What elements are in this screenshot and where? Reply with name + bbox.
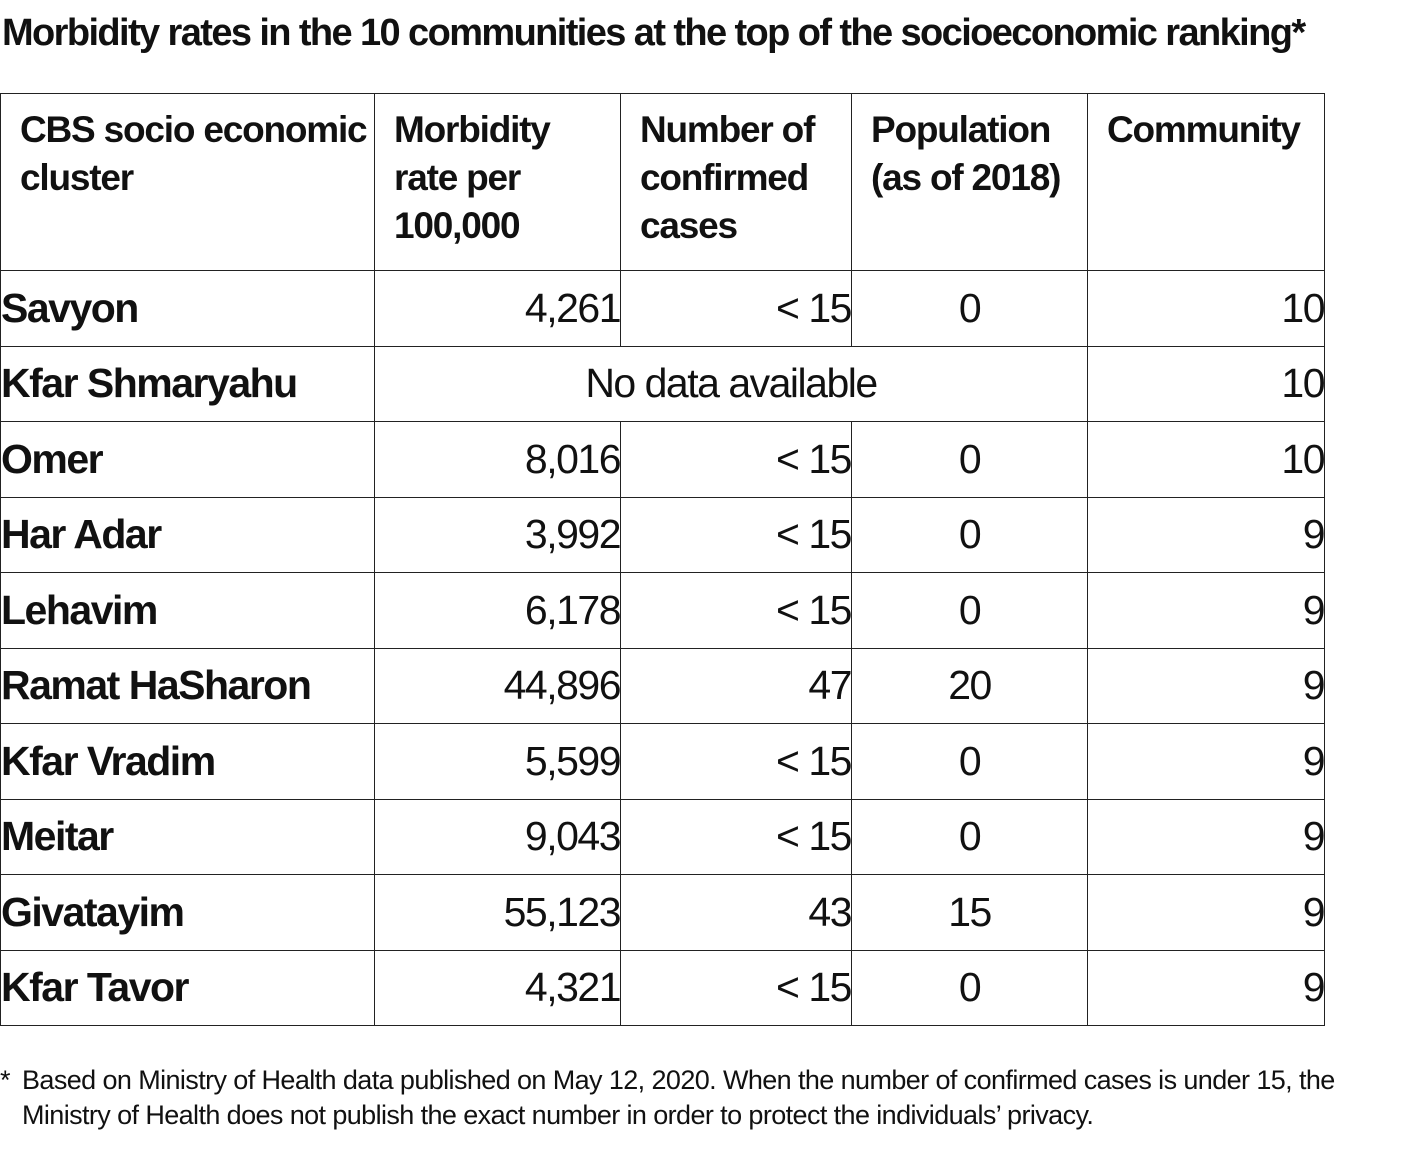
cell-morbidity-rate: 55,123 [374,874,621,951]
cell-community-cluster: 10 [1087,345,1325,422]
cell-morbidity-rate: 4,261 [374,270,621,347]
cell-population: 0 [851,572,1088,649]
cell-community-cluster: 9 [1087,798,1325,875]
cell-community-name: Har Adar [0,496,375,573]
cell-morbidity-rate: 5,599 [374,723,621,800]
column-header-cluster: CBS socio economic cluster [0,93,375,271]
table-row: Kfar Tavor 4,321 < 15 0 9 [0,949,1325,1026]
cell-community-cluster: 10 [1087,270,1325,347]
cell-morbidity-rate: 8,016 [374,421,621,498]
cell-community-cluster: 10 [1087,421,1325,498]
cell-morbidity-rate: 9,043 [374,798,621,875]
table-row: Ramat HaSharon 44,896 47 20 9 [0,647,1325,724]
table-header-row: CBS socio economic cluster Morbidity rat… [0,93,1325,271]
cell-confirmed-cases: < 15 [620,496,852,573]
table-row: Givatayim 55,123 43 15 9 [0,874,1325,951]
cell-morbidity-rate: 4,321 [374,949,621,1026]
cell-confirmed-cases: < 15 [620,723,852,800]
cell-confirmed-cases: < 15 [620,572,852,649]
table-row: Savyon 4,261 < 15 0 10 [0,270,1325,347]
table-row: Kfar Vradim 5,599 < 15 0 9 [0,723,1325,800]
cell-community-cluster: 9 [1087,949,1325,1026]
chart-title: Morbidity rates in the 10 communities at… [2,12,1306,54]
cell-no-data: No data available [374,345,1088,422]
table-row: Meitar 9,043 < 15 0 9 [0,798,1325,875]
table-row: Har Adar 3,992 < 15 0 9 [0,496,1325,573]
cell-population: 0 [851,723,1088,800]
cell-population: 20 [851,647,1088,724]
cell-population: 0 [851,496,1088,573]
cell-population: 15 [851,874,1088,951]
cell-community-cluster: 9 [1087,647,1325,724]
cell-confirmed-cases: < 15 [620,270,852,347]
cell-population: 0 [851,949,1088,1026]
cell-morbidity-rate: 6,178 [374,572,621,649]
cell-community-cluster: 9 [1087,874,1325,951]
cell-community-name: Givatayim [0,874,375,951]
column-header-morbidity-rate: Morbidity rate per 100,000 [374,93,621,271]
column-header-community: Community [1087,93,1325,271]
footnote-text: Based on Ministry of Health data publish… [22,1065,1335,1130]
cell-community-name: Savyon [0,270,375,347]
footnote-marker: * [0,1065,11,1095]
table-row: Kfar Shmaryahu No data available 10 [0,345,1325,422]
footnote: * Based on Ministry of Health data publi… [0,1063,1425,1133]
cell-confirmed-cases: 43 [620,874,852,951]
cell-confirmed-cases: < 15 [620,421,852,498]
morbidity-table: CBS socio economic cluster Morbidity rat… [0,93,1325,1026]
column-header-confirmed-cases: Number of confirmed cases [620,93,852,271]
cell-confirmed-cases: < 15 [620,798,852,875]
cell-morbidity-rate: 44,896 [374,647,621,724]
table-row: Omer 8,016 < 15 0 10 [0,421,1325,498]
cell-community-cluster: 9 [1087,723,1325,800]
cell-population: 0 [851,270,1088,347]
cell-population: 0 [851,421,1088,498]
cell-confirmed-cases: 47 [620,647,852,724]
cell-confirmed-cases: < 15 [620,949,852,1026]
table-row: Lehavim 6,178 < 15 0 9 [0,572,1325,649]
cell-community-name: Meitar [0,798,375,875]
cell-community-cluster: 9 [1087,496,1325,573]
cell-community-name: Kfar Tavor [0,949,375,1026]
cell-population: 0 [851,798,1088,875]
cell-community-name: Kfar Vradim [0,723,375,800]
cell-morbidity-rate: 3,992 [374,496,621,573]
cell-community-name: Lehavim [0,572,375,649]
cell-community-cluster: 9 [1087,572,1325,649]
cell-community-name: Omer [0,421,375,498]
column-header-population: Population (as of 2018) [851,93,1088,271]
cell-community-name: Ramat HaSharon [0,647,375,724]
cell-community-name: Kfar Shmaryahu [0,345,375,422]
